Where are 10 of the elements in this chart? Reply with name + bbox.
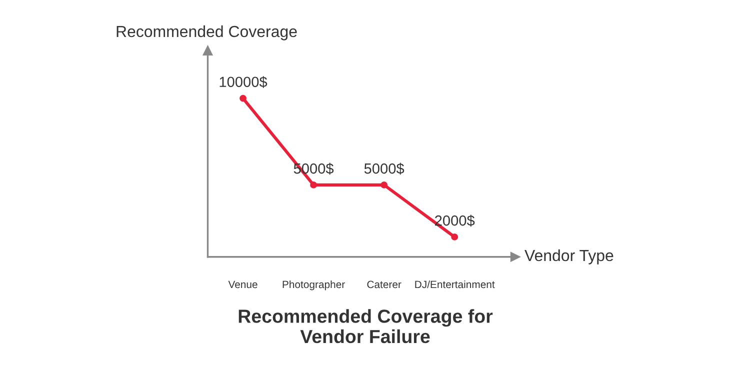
y-axis-title: Recommended Coverage [116, 25, 297, 40]
data-label: 10000$ [220, 76, 268, 88]
data-label: 2000$ [435, 214, 475, 227]
x-tick-label: DJ/Entertainment [415, 280, 495, 288]
x-tick-label: Caterer [367, 280, 402, 288]
x-tick-label: Photographer [282, 280, 345, 290]
x-axis-title: Vendor Type [524, 249, 614, 264]
data-label: 5000$ [364, 162, 404, 175]
x-tick-label: Venue [228, 280, 258, 288]
text: Recommended Coverage for Vendor Failure [238, 309, 493, 344]
